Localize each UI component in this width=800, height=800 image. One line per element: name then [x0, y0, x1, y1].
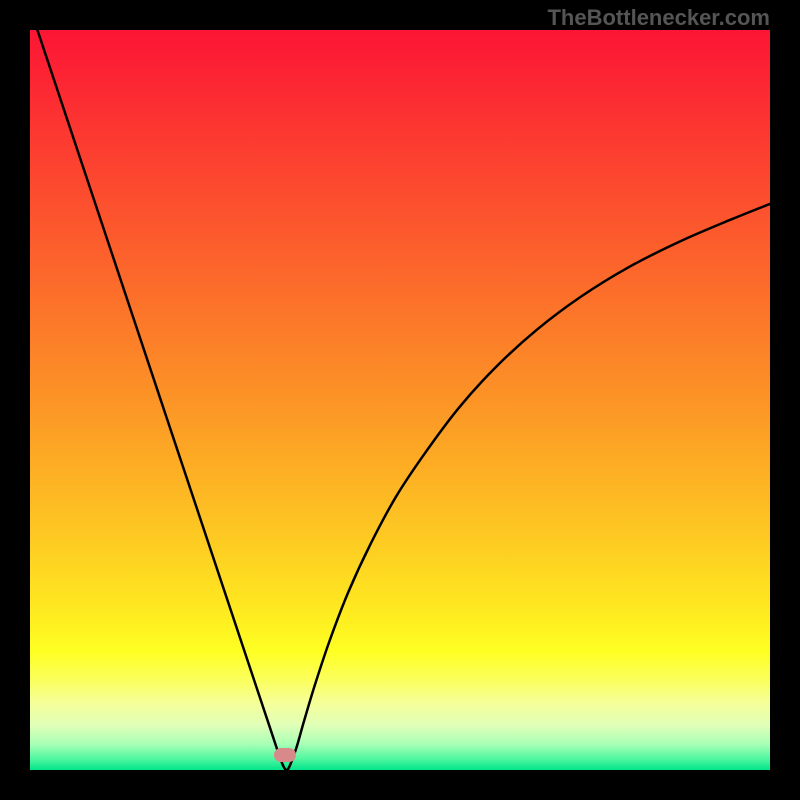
- marker-pill: [274, 748, 296, 762]
- curve-layer: [30, 30, 770, 770]
- watermark-text: TheBottlenecker.com: [547, 5, 770, 31]
- chart-container: TheBottlenecker.com: [0, 0, 800, 800]
- bottleneck-curve: [30, 30, 770, 770]
- optimal-marker: [274, 748, 296, 762]
- plot-area: [30, 30, 770, 770]
